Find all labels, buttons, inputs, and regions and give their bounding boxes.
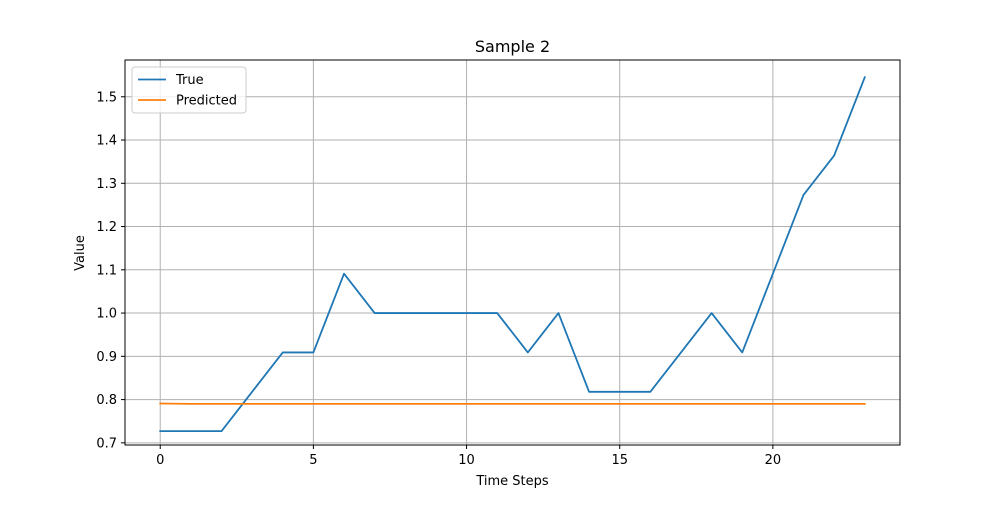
x-tick-label: 10 xyxy=(458,453,475,468)
x-tick-label: 15 xyxy=(611,453,628,468)
x-tick-label: 0 xyxy=(156,453,164,468)
x-tick-label: 5 xyxy=(309,453,317,468)
series-line-true xyxy=(160,77,865,431)
grid-lines xyxy=(125,60,900,445)
legend-label-true: True xyxy=(175,73,204,88)
x-tick-label: 20 xyxy=(765,453,782,468)
x-axis-label: Time Steps xyxy=(475,474,549,489)
y-tick-label: 0.7 xyxy=(96,436,117,451)
legend-label-predicted: Predicted xyxy=(176,94,237,109)
y-tick-label: 1.5 xyxy=(96,90,117,105)
chart-title: Sample 2 xyxy=(475,37,550,56)
y-axis-label: Value xyxy=(73,235,88,271)
y-tick-label: 1.0 xyxy=(96,307,117,322)
y-tick-label: 0.8 xyxy=(96,393,117,408)
y-tick-label: 0.9 xyxy=(96,350,117,365)
y-tick-label: 1.4 xyxy=(96,134,117,149)
y-tick-label: 1.1 xyxy=(96,263,117,278)
y-tick-label: 1.3 xyxy=(96,177,117,192)
plot-frame xyxy=(125,60,900,445)
legend: True Predicted xyxy=(132,67,246,113)
series-lines xyxy=(160,77,865,431)
y-tick-label: 1.2 xyxy=(96,220,117,235)
axis-ticks: 0 5 10 15 20 0.7 0.8 0.9 1.0 1.1 1.2 1.3 1.4 1.5 xyxy=(96,90,781,468)
